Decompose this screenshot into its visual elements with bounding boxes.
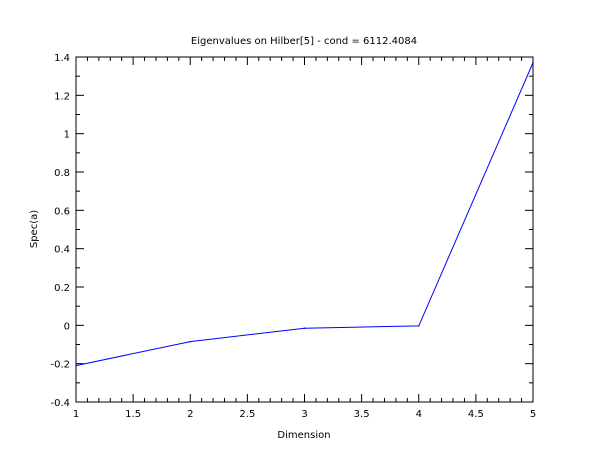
x-tick-label: 3 — [301, 409, 307, 420]
x-tick-label: 4.5 — [468, 409, 484, 420]
data-point — [189, 340, 192, 343]
data-point — [303, 327, 306, 330]
y-tick-label: -0.4 — [50, 398, 70, 409]
x-tick-label: 4 — [416, 409, 422, 420]
series-line — [75, 62, 534, 367]
y-tick-label: 1.2 — [54, 91, 70, 102]
data-point — [75, 364, 77, 367]
y-tick-label: 0.8 — [54, 168, 70, 179]
x-tick-label: 1.5 — [125, 409, 141, 420]
y-tick-label: 0.4 — [54, 245, 70, 256]
x-axis: 1 1.5 2 2.5 3 3.5 4 4.5 5 — [73, 57, 536, 420]
x-tick-label: 2.5 — [239, 409, 255, 420]
y-tick-label: 0 — [64, 321, 70, 332]
y-tick-label: 1 — [64, 130, 70, 141]
data-point — [417, 325, 420, 327]
y-axis-label: Spec(a) — [29, 210, 40, 248]
y-tick-label: 1.4 — [54, 53, 70, 64]
x-tick-label: 2 — [187, 409, 193, 420]
x-tick-label: 1 — [73, 409, 79, 420]
y-axis: -0.4 -0.2 0 0.2 0.4 0.6 0.8 1 1.2 1.4 — [50, 53, 533, 409]
y-tick-label: 0.2 — [54, 283, 70, 294]
series-layer — [75, 61, 534, 367]
chart-title: Eigenvalues on Hilber[5] - cond = 6112.4… — [191, 36, 417, 47]
data-point — [532, 61, 534, 64]
x-axis-label: Dimension — [277, 430, 330, 441]
y-tick-label: 0.6 — [54, 206, 70, 217]
x-tick-label: 3.5 — [354, 409, 370, 420]
y-tick-label: -0.2 — [50, 360, 70, 371]
x-tick-label: 5 — [530, 409, 536, 420]
plot-area — [75, 56, 534, 403]
